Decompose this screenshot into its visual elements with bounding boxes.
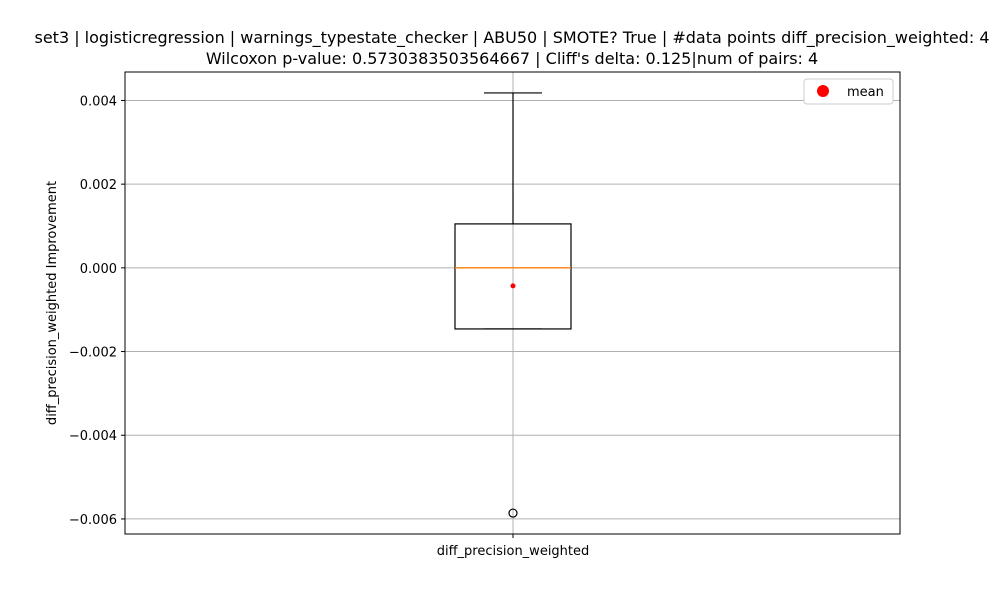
iqr-box	[454, 223, 572, 330]
chart-title-line2: Wilcoxon p-value: 0.5730383503564667 | C…	[206, 49, 818, 68]
legend-box	[803, 78, 894, 105]
y-tick-label: 0.002	[80, 178, 117, 193]
legend-mean-label: mean	[847, 85, 884, 100]
y-tick-label: 0.000	[80, 262, 117, 277]
y-axis-label: diff_precision_weighted Improvement	[45, 181, 60, 425]
y-tick-label: −0.004	[69, 429, 117, 444]
y-tick-label: 0.004	[80, 94, 117, 109]
legend-mean-marker	[817, 85, 829, 97]
chart-title-line1: set3 | logisticregression | warnings_typ…	[34, 28, 989, 48]
y-tick-label: −0.006	[69, 513, 117, 528]
box-group	[454, 92, 572, 518]
legend: mean	[803, 78, 894, 105]
mean-marker	[510, 283, 516, 289]
outlier-point	[508, 508, 518, 518]
axis-ticks: 0.004 0.002 0.000 −0.002 −0.004 −0.006 diff_pr…	[69, 94, 589, 559]
y-tick-label: −0.002	[69, 346, 117, 361]
x-tick-label: diff_precision_weighted	[437, 544, 590, 559]
